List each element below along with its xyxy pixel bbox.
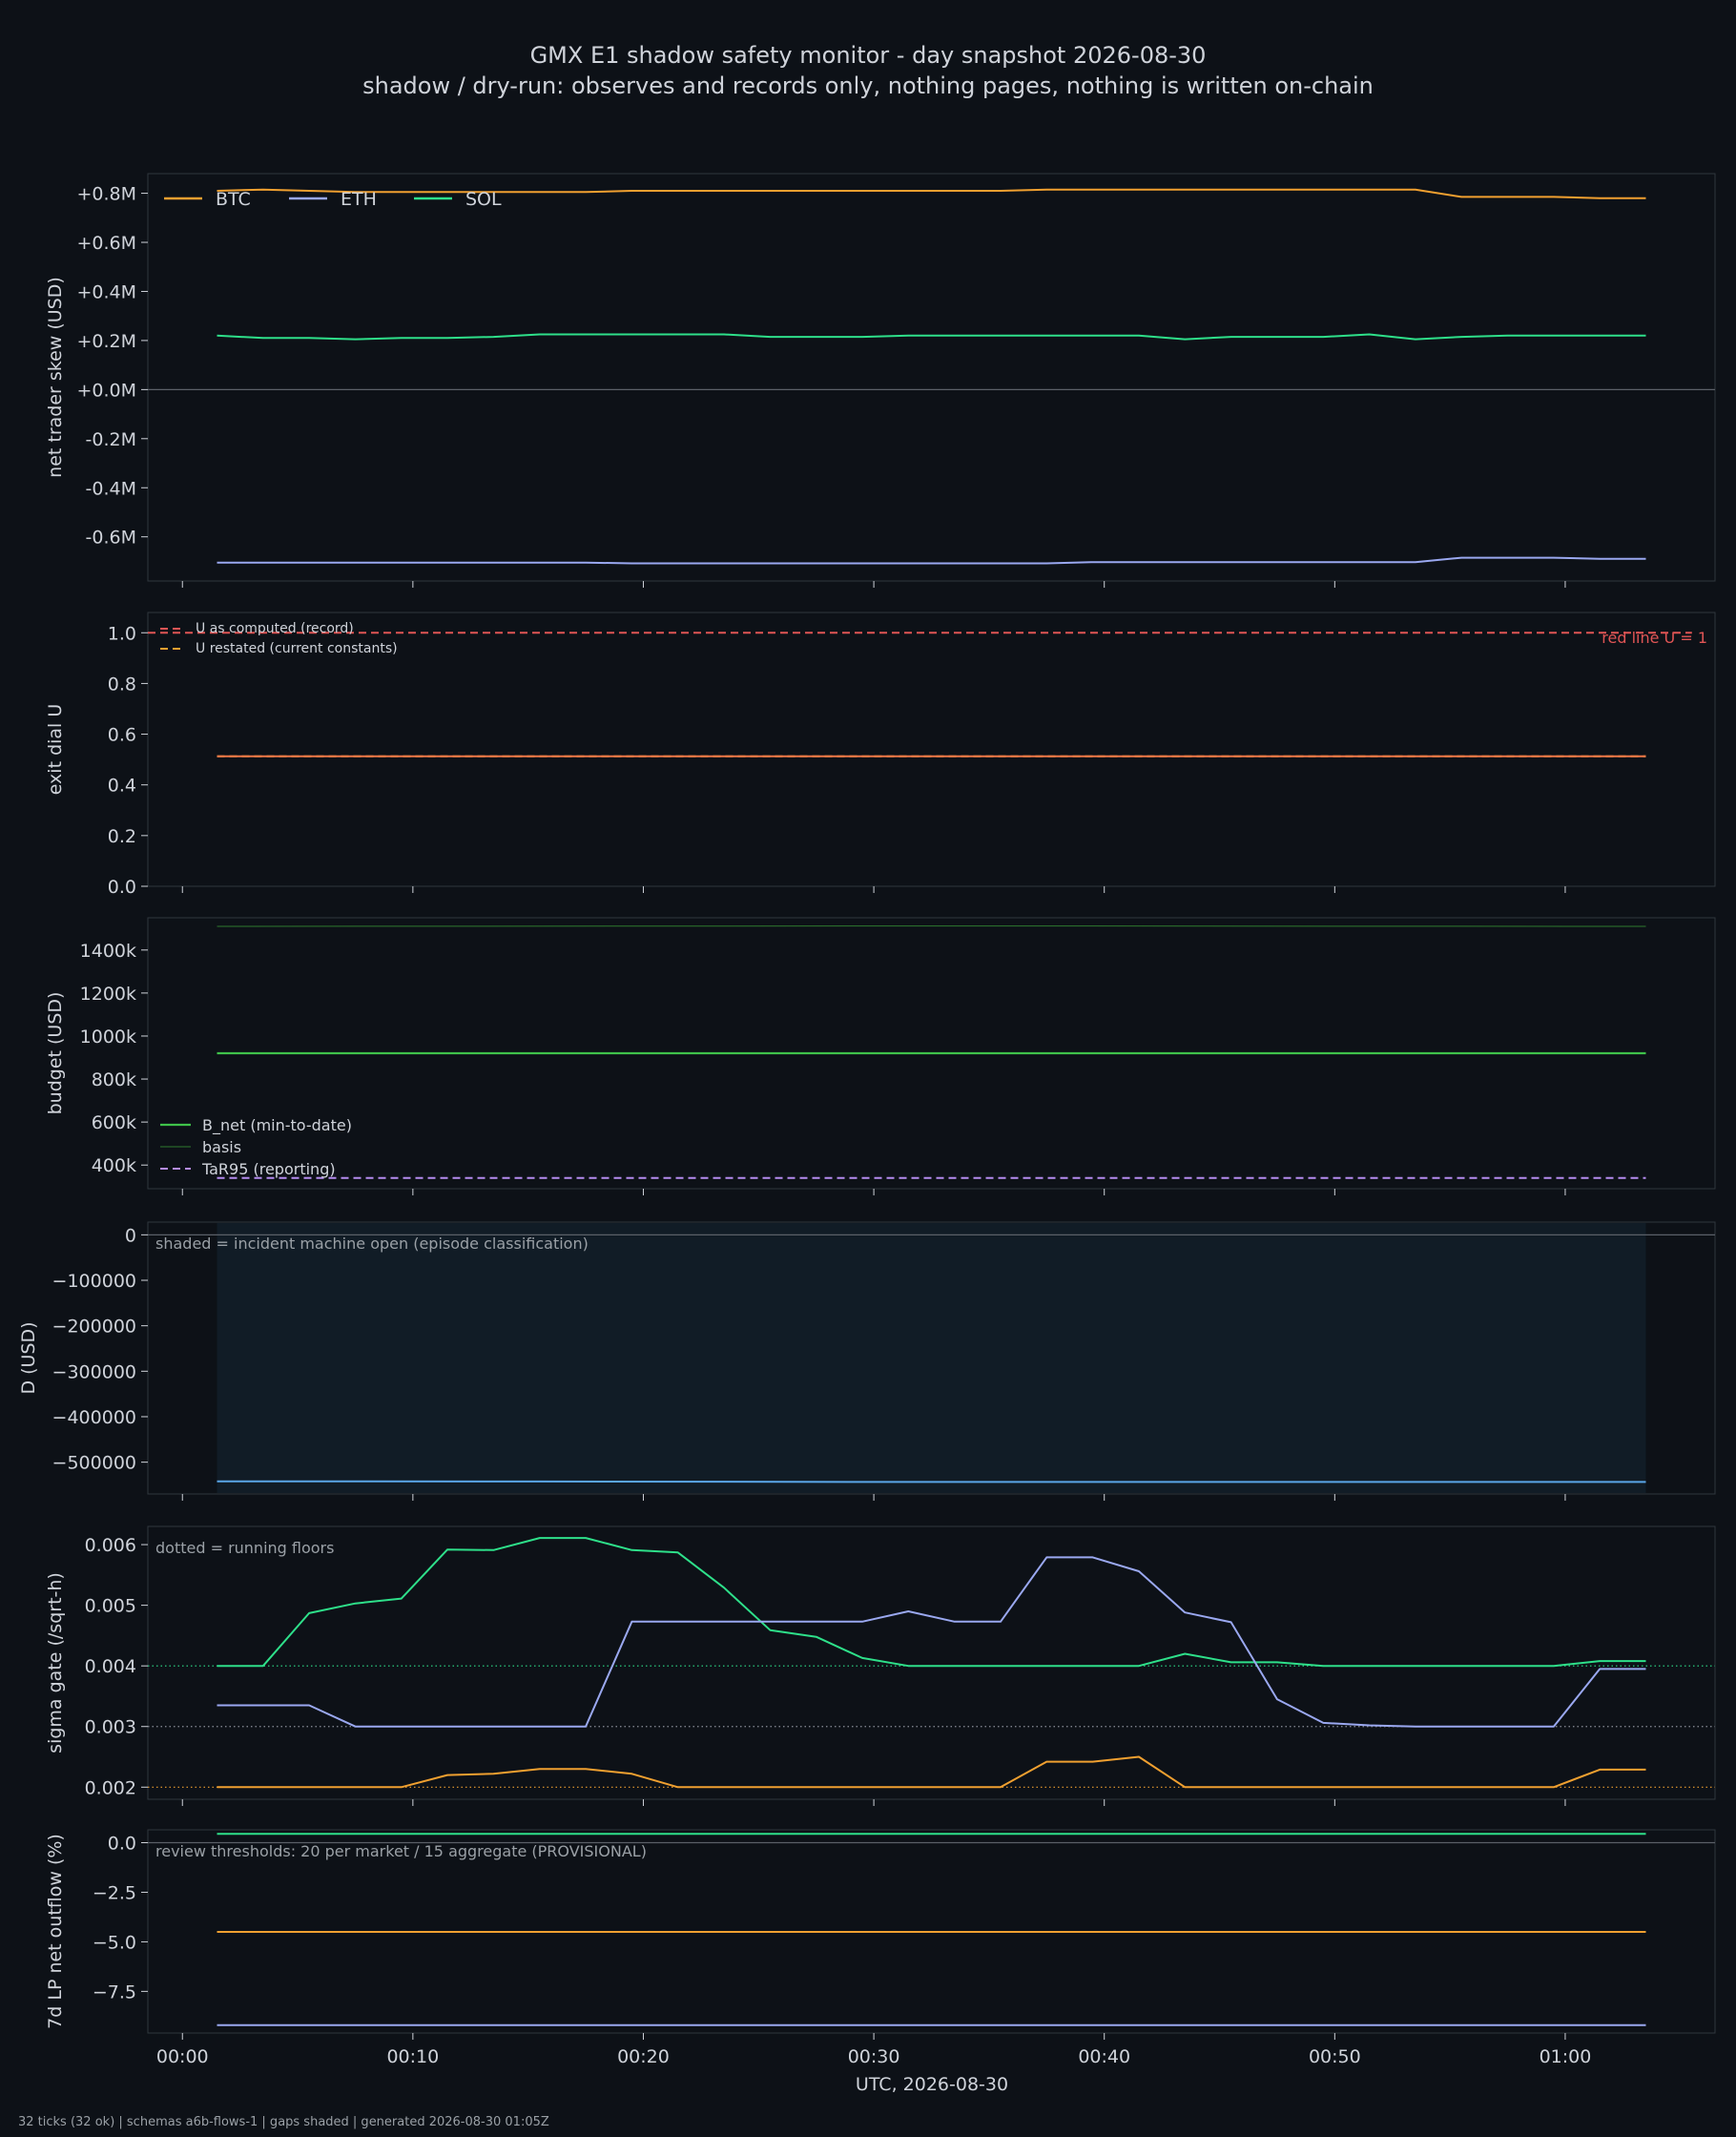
y-tick-label: 0.004 xyxy=(85,1656,136,1677)
footer-text: 32 ticks (32 ok) | schemas a6b-flows-1 |… xyxy=(18,2115,549,2129)
y-tick-label: 0.6 xyxy=(108,725,136,746)
y-tick-label: 0 xyxy=(125,1225,136,1246)
y-tick-label: +0.2M xyxy=(76,331,136,352)
series-line-btc xyxy=(217,188,1646,199)
y-tick-label: 0.006 xyxy=(85,1535,136,1556)
legend-label: SOL xyxy=(465,189,502,210)
legend-label: B_net (min-to-date) xyxy=(202,1116,352,1135)
x-tick-label: 00:20 xyxy=(617,2046,670,2067)
y-tick-label: 1200k xyxy=(80,984,136,1005)
y-tick-label: −2.5 xyxy=(93,1882,136,1903)
series-line xyxy=(217,1537,1646,1668)
legend-label: U restated (current constants) xyxy=(196,641,398,656)
y-tick-label: 0.002 xyxy=(85,1777,136,1798)
y-tick-label: −7.5 xyxy=(93,1981,136,2002)
y-tick-label: 600k xyxy=(92,1112,136,1133)
y-tick-label: −500000 xyxy=(52,1453,136,1474)
panel-d_usd: 0 −100000 −200000 −300000 −400000 −500000 D (U… xyxy=(18,1221,1716,1501)
y-tick-label: −5.0 xyxy=(93,1932,136,1953)
y-tick-label: −200000 xyxy=(52,1317,136,1338)
y-tick-label: -0.6M xyxy=(86,528,136,549)
panel-annotation: dotted = running floors xyxy=(155,1539,334,1557)
x-axis-label: UTC, 2026-08-30 xyxy=(856,2074,1008,2095)
y-tick-label: 0.2 xyxy=(108,826,136,847)
panel-annotation: shaded = incident machine open (episode … xyxy=(155,1234,589,1253)
x-tick-label: 00:30 xyxy=(848,2046,900,2067)
series-line xyxy=(217,1480,1646,1483)
panel-lp_outflow: 0.0 −2.5 −5.0 −7.5 7d LP net outflow (%) revi… xyxy=(45,1829,1716,2040)
redline-annotation: red line U = 1 xyxy=(1602,629,1707,647)
y-axis-label: net trader skew (USD) xyxy=(45,277,66,478)
y-tick-label: 1400k xyxy=(80,941,136,962)
y-axis-label: sigma gate (/sqrt-h) xyxy=(45,1572,66,1753)
chart-subtitle: shadow / dry-run: observes and records o… xyxy=(362,73,1374,99)
panels: +0.8M +0.6M +0.4M +0.2M +0.0M -0.2M -0.4M -0.6M… xyxy=(18,173,1716,2067)
legend-label: ETH xyxy=(341,189,377,210)
series-line-sol xyxy=(217,333,1646,341)
y-tick-label: 0.0 xyxy=(108,877,136,898)
panel-skew: +0.8M +0.6M +0.4M +0.2M +0.0M -0.2M -0.4M -0.6M… xyxy=(45,173,1716,588)
y-tick-label: 0.005 xyxy=(85,1596,136,1617)
y-axis-label: 7d LP net outflow (%) xyxy=(45,1834,66,2029)
legend-label: TaR95 (reporting) xyxy=(201,1160,336,1178)
x-tick-label: 00:10 xyxy=(386,2046,439,2067)
panel-annotation: review thresholds: 20 per market / 15 ag… xyxy=(155,1842,647,1860)
y-tick-label: +0.0M xyxy=(76,380,136,401)
y-tick-label: 0.4 xyxy=(108,776,136,797)
legend-label: U as computed (record) xyxy=(196,621,354,636)
y-axis-label: exit dial U xyxy=(45,704,66,796)
x-tick-label: 01:00 xyxy=(1540,2046,1592,2067)
y-tick-label: 1.0 xyxy=(108,623,136,644)
x-tick-label: 00:00 xyxy=(156,2046,209,2067)
y-tick-label: 0.003 xyxy=(85,1717,136,1738)
legend: B_net (min-to-date) basis TaR95 (reporting… xyxy=(160,1116,352,1178)
series-line-eth xyxy=(217,556,1646,565)
x-tick-label: 00:50 xyxy=(1309,2046,1361,2067)
y-axis-label: D (USD) xyxy=(18,1321,39,1394)
y-tick-label: −400000 xyxy=(52,1407,136,1428)
y-tick-label: +0.6M xyxy=(76,233,136,254)
chart-title: GMX E1 shadow safety monitor - day snaps… xyxy=(530,42,1207,69)
panel-frame xyxy=(147,173,1716,582)
panel-frame xyxy=(147,612,1716,887)
legend-label: BTC xyxy=(216,189,251,210)
x-tick-label: 00:40 xyxy=(1078,2046,1130,2067)
y-tick-label: 800k xyxy=(92,1069,136,1090)
y-tick-label: −100000 xyxy=(52,1271,136,1292)
y-tick-label: −300000 xyxy=(52,1361,136,1382)
y-axis-label: budget (USD) xyxy=(45,992,66,1115)
panel-frame xyxy=(147,1525,1716,1800)
panel-exit_dial: 1.0 0.8 0.6 0.4 0.2 0.0 exit dial U U as comput… xyxy=(45,612,1716,898)
panel-budget: 1400k 1200k 1000k 800k 600k 400k budget (USD) B… xyxy=(45,917,1716,1195)
y-tick-label: 0.0 xyxy=(108,1834,136,1855)
panel-sigma: 0.006 0.005 0.004 0.003 0.002 sigma gate (/sq… xyxy=(45,1525,1716,1806)
y-tick-label: 400k xyxy=(92,1155,136,1176)
y-tick-label: 1000k xyxy=(80,1027,136,1048)
legend: U as computed (record) U restated (curren… xyxy=(160,621,398,656)
y-tick-label: +0.8M xyxy=(76,184,136,205)
legend-label: basis xyxy=(202,1138,241,1156)
y-tick-label: -0.4M xyxy=(86,478,136,499)
y-tick-label: 0.8 xyxy=(108,674,136,695)
y-tick-label: -0.2M xyxy=(86,429,136,450)
series-line xyxy=(217,1755,1646,1789)
legend: BTC ETH SOL xyxy=(164,189,502,210)
y-tick-label: +0.4M xyxy=(76,281,136,302)
series-line xyxy=(217,1556,1646,1728)
shaded-incident-region xyxy=(217,1223,1646,1493)
